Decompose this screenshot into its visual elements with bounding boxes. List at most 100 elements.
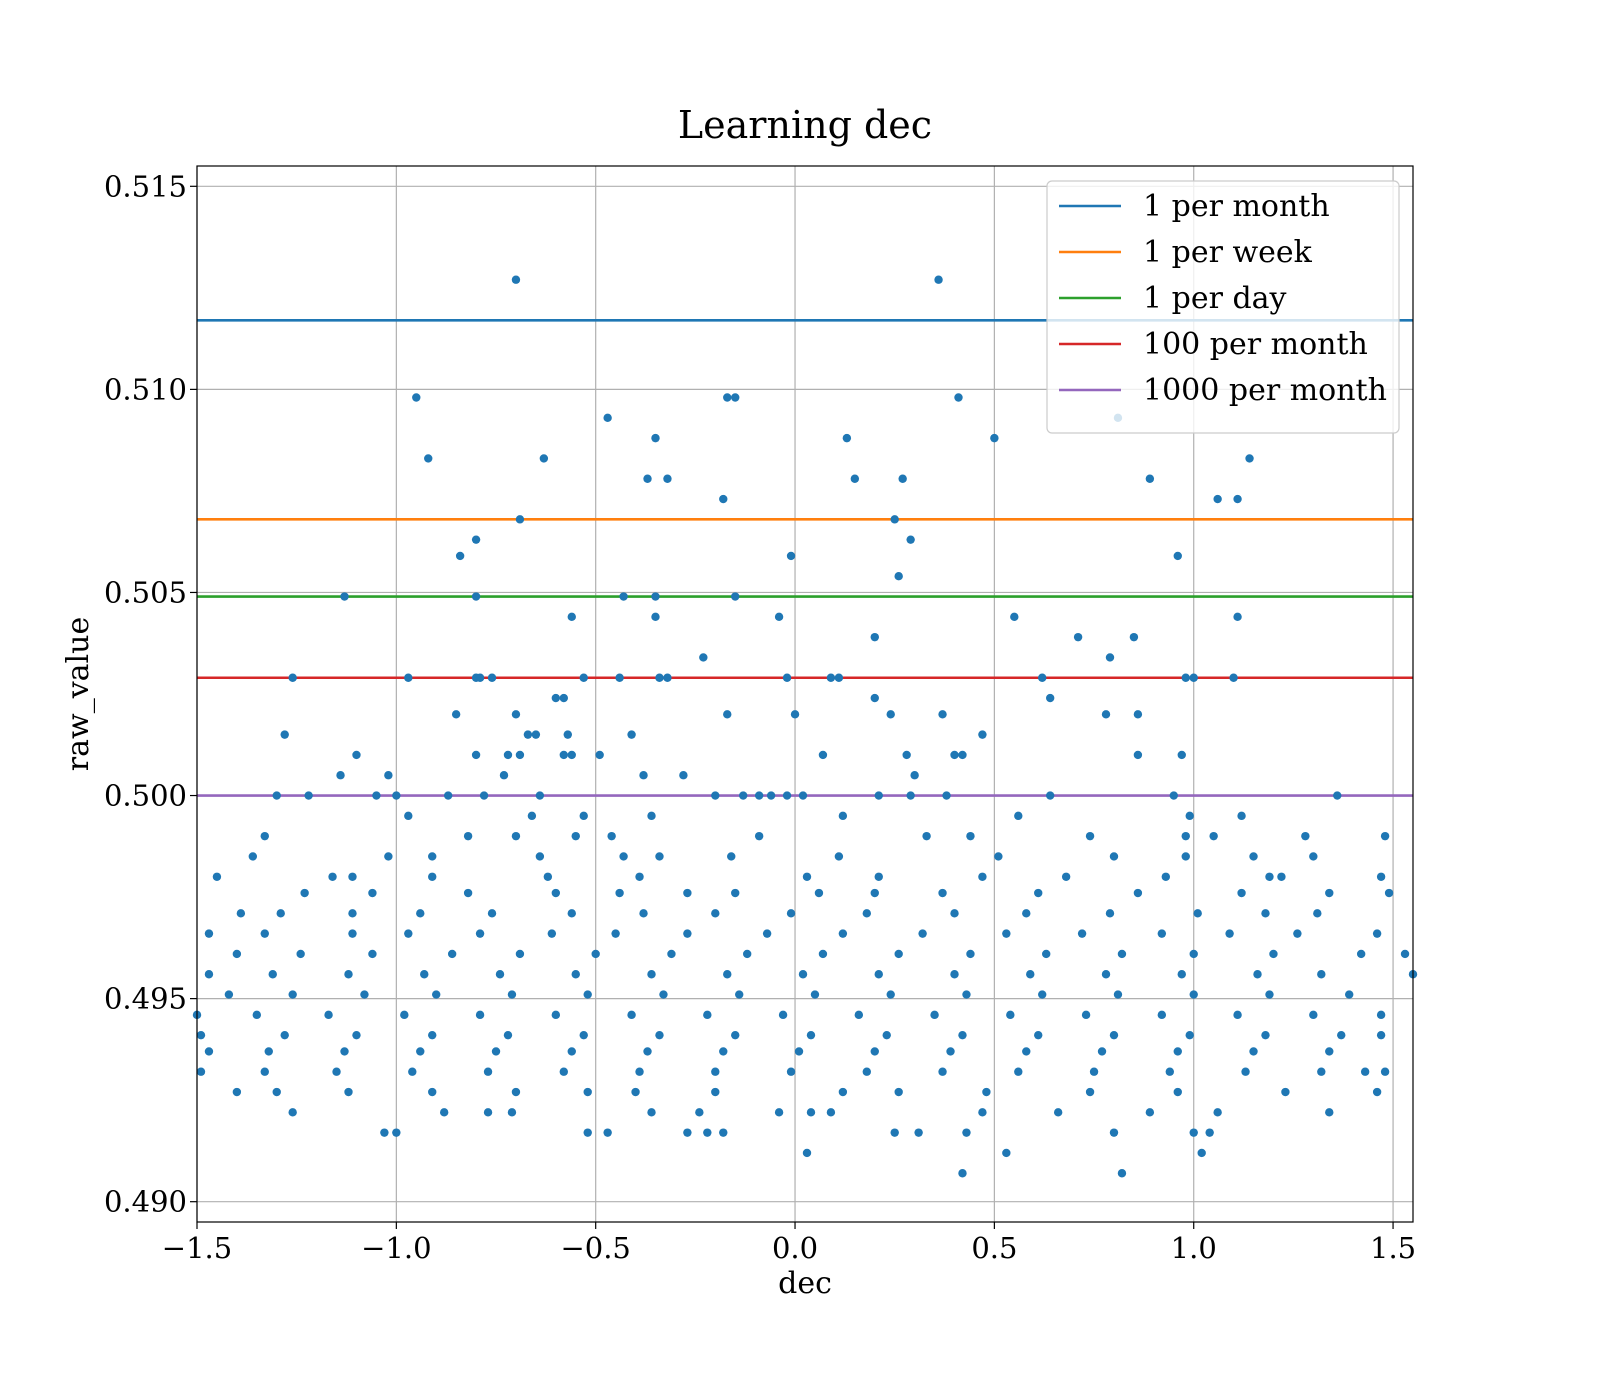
data-point <box>1265 990 1274 999</box>
data-point <box>1181 673 1190 682</box>
data-point <box>1177 970 1186 979</box>
data-point <box>428 872 437 881</box>
data-point <box>1193 909 1202 918</box>
data-point <box>990 433 999 443</box>
data-point <box>950 970 959 979</box>
data-point <box>647 811 656 821</box>
data-point <box>838 1087 848 1097</box>
data-point <box>515 515 525 524</box>
data-point <box>447 949 457 959</box>
data-point <box>806 1108 816 1117</box>
data-point <box>539 454 549 463</box>
data-point <box>647 1108 656 1117</box>
data-point <box>515 750 525 760</box>
data-point <box>412 393 421 402</box>
data-point <box>1249 1047 1258 1056</box>
data-point <box>834 852 844 861</box>
data-point <box>802 872 812 881</box>
data-point <box>276 909 285 918</box>
y-axis-ticks: 0.490 0.495 0.500 0.505 0.510 0.515 <box>104 169 197 1219</box>
y-tick-label: 0.500 <box>104 779 187 813</box>
data-point <box>1173 1087 1182 1097</box>
data-point <box>862 1067 871 1076</box>
scatter-points <box>192 275 1418 1178</box>
data-point <box>384 771 393 780</box>
data-point <box>1133 710 1143 719</box>
data-point <box>420 970 429 979</box>
data-point <box>922 831 931 841</box>
data-point <box>404 811 413 821</box>
data-point <box>934 275 943 284</box>
data-point <box>838 811 848 821</box>
data-point <box>296 949 305 959</box>
data-point <box>551 693 561 703</box>
data-point <box>511 1087 521 1097</box>
data-point <box>1333 791 1342 800</box>
data-point <box>659 990 668 999</box>
data-point <box>954 393 963 402</box>
data-point <box>727 852 736 861</box>
data-point <box>814 888 824 898</box>
data-point <box>711 1067 720 1076</box>
data-point <box>958 750 967 760</box>
data-point <box>372 791 381 800</box>
data-point <box>1261 909 1270 918</box>
data-point <box>527 811 537 821</box>
data-point <box>196 1030 206 1040</box>
data-point <box>260 929 269 938</box>
data-point <box>1325 888 1334 898</box>
data-point <box>958 1030 967 1040</box>
data-point <box>683 1128 692 1137</box>
data-point <box>946 1047 955 1056</box>
data-point <box>567 750 576 760</box>
data-point <box>1233 1010 1242 1020</box>
data-point <box>1317 970 1326 979</box>
data-point <box>647 970 656 979</box>
data-point <box>232 1087 242 1097</box>
data-point <box>719 1128 728 1137</box>
data-point <box>1014 1067 1023 1076</box>
data-point <box>643 1047 652 1056</box>
data-point <box>260 831 269 841</box>
y-tick-label: 0.515 <box>104 169 187 203</box>
data-point <box>1261 1030 1270 1040</box>
x-tick-label: 0.0 <box>772 1231 818 1265</box>
data-point <box>475 929 485 938</box>
data-point <box>204 929 214 938</box>
data-point <box>754 791 764 800</box>
data-point <box>894 572 903 581</box>
data-point <box>651 592 660 601</box>
data-point <box>404 929 413 938</box>
data-point <box>1301 831 1310 841</box>
data-point <box>280 1030 289 1040</box>
data-point <box>416 909 425 918</box>
data-point <box>368 888 377 898</box>
data-point <box>272 791 281 800</box>
data-point <box>914 1128 923 1137</box>
data-point <box>786 551 796 561</box>
data-point <box>1113 990 1123 999</box>
data-point <box>1101 710 1111 719</box>
data-point <box>344 1087 353 1097</box>
data-point <box>902 750 911 760</box>
data-point <box>559 1067 568 1076</box>
data-point <box>723 710 732 719</box>
data-point <box>918 929 927 938</box>
data-point <box>966 949 975 959</box>
data-point <box>1034 888 1043 898</box>
data-point <box>248 852 258 861</box>
data-point <box>348 872 357 881</box>
data-point <box>786 909 796 918</box>
data-point <box>615 888 624 898</box>
data-point <box>567 612 576 622</box>
legend-entry-label: 1 per month <box>1143 189 1330 224</box>
data-point <box>842 433 852 443</box>
data-point <box>1109 852 1119 861</box>
data-point <box>439 1108 449 1117</box>
data-point <box>463 888 473 898</box>
data-point <box>962 1128 971 1137</box>
data-point <box>762 929 772 938</box>
data-point <box>1181 831 1190 841</box>
data-point <box>551 888 561 898</box>
